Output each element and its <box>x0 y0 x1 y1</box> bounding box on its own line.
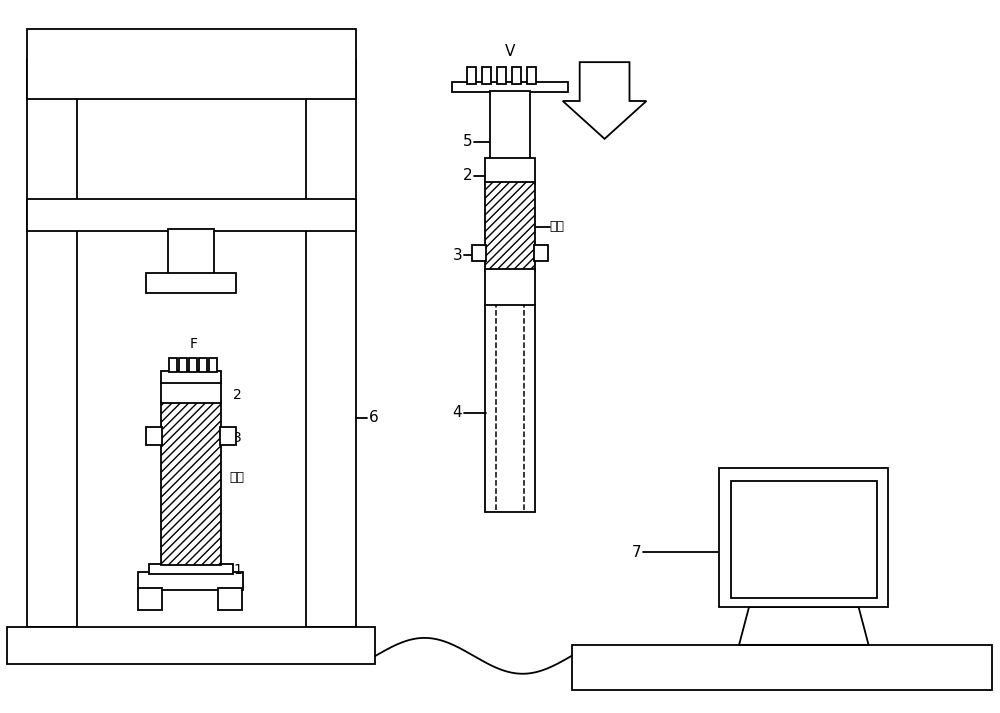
Text: 4: 4 <box>453 405 462 420</box>
Bar <box>179 358 187 372</box>
Bar <box>218 588 242 610</box>
Bar <box>719 468 888 607</box>
Bar <box>472 245 486 262</box>
Bar <box>527 67 536 84</box>
Bar <box>482 67 491 84</box>
Bar <box>27 59 77 627</box>
Bar <box>490 91 530 159</box>
Bar <box>138 572 243 590</box>
Text: F: F <box>189 337 197 351</box>
Bar <box>199 358 207 372</box>
Bar <box>306 59 356 627</box>
Bar <box>731 481 877 598</box>
Bar <box>209 358 217 372</box>
Bar <box>189 358 197 372</box>
Bar <box>146 273 236 293</box>
Bar <box>534 245 548 262</box>
Text: 试样: 试样 <box>550 220 565 233</box>
Text: 1: 1 <box>233 563 242 577</box>
Bar <box>572 645 992 689</box>
Bar <box>485 270 535 305</box>
Bar <box>146 426 162 445</box>
Bar <box>220 426 236 445</box>
Bar <box>161 401 221 565</box>
Bar <box>452 82 568 92</box>
Bar <box>161 381 221 403</box>
Bar <box>161 371 221 383</box>
Bar <box>149 564 233 574</box>
Text: 3: 3 <box>233 431 242 445</box>
Bar <box>485 158 535 184</box>
Text: 7: 7 <box>632 545 641 560</box>
Bar <box>512 67 521 84</box>
Text: 2: 2 <box>233 388 242 402</box>
Bar <box>467 67 476 84</box>
Text: 6: 6 <box>369 410 378 425</box>
Bar <box>485 182 535 272</box>
Text: V: V <box>505 44 515 59</box>
Polygon shape <box>739 607 869 645</box>
Bar <box>169 358 177 372</box>
Text: +: + <box>473 250 482 260</box>
Text: 3: 3 <box>452 248 462 263</box>
Bar <box>27 199 356 232</box>
Bar <box>497 67 506 84</box>
Polygon shape <box>563 62 646 139</box>
Text: 5: 5 <box>462 134 472 149</box>
Text: 试样: 试样 <box>229 471 244 484</box>
Bar <box>168 230 214 275</box>
Bar <box>7 627 375 664</box>
Bar <box>27 29 356 99</box>
Text: 2: 2 <box>462 168 472 183</box>
Bar <box>138 588 162 610</box>
